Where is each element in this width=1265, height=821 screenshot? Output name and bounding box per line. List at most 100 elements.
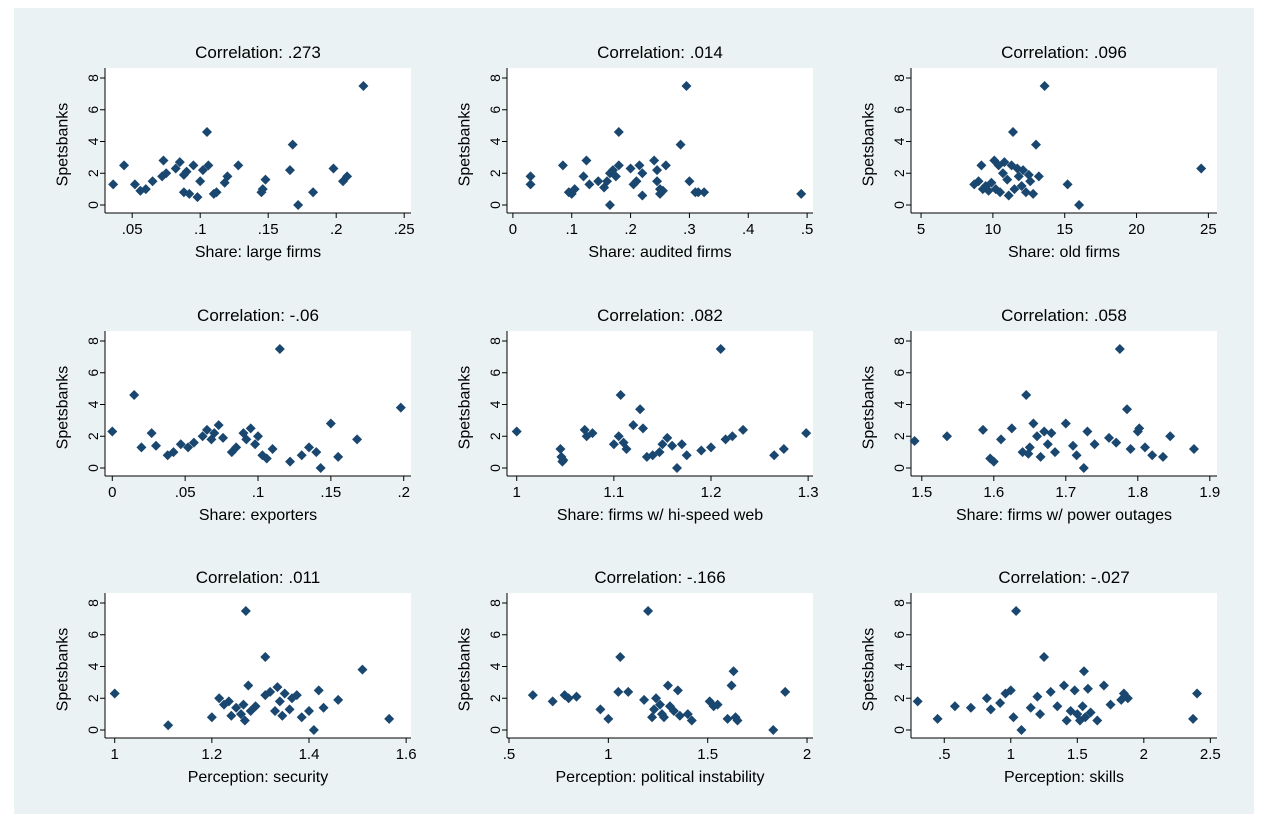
data-point <box>183 442 194 453</box>
x-tick-label: 1.6 <box>396 746 417 763</box>
data-point <box>253 431 263 442</box>
x-tick-label: .05 <box>175 484 196 501</box>
data-point <box>654 447 665 458</box>
data-point <box>270 705 280 716</box>
data-point <box>769 450 780 461</box>
y-axis-label: Spetsbanks <box>457 366 474 450</box>
y-axis-label: Spetsbanks <box>55 366 72 450</box>
data-point <box>357 664 368 675</box>
data-point <box>342 171 353 182</box>
data-point <box>602 176 613 187</box>
data-point <box>658 712 669 723</box>
data-point <box>218 432 229 443</box>
y-axis-label: Spetsbanks <box>55 628 72 712</box>
x-axis-label: Share: old firms <box>1008 244 1120 261</box>
data-point <box>662 432 673 443</box>
data-point <box>1059 680 1069 691</box>
y-tick-label: 4 <box>85 400 101 408</box>
data-point <box>1089 439 1100 450</box>
y-tick-label: 2 <box>487 169 503 177</box>
data-point <box>676 439 687 450</box>
scatter-panel-5: Correlation: .082 0 2 4 6 8 1 1.1 1.2 1.3 Share: f… <box>457 306 819 524</box>
data-point <box>287 139 298 150</box>
y-tick-label: 4 <box>85 662 101 670</box>
x-tick-label: 1.3 <box>798 484 819 501</box>
y-axis-label: Spetsbanks <box>861 628 878 712</box>
y-tick-label: 4 <box>891 400 907 408</box>
x-tick-label: 2 <box>803 746 811 763</box>
data-point <box>1068 440 1078 451</box>
data-point <box>1188 443 1199 454</box>
data-point <box>608 439 619 450</box>
data-point <box>712 699 723 710</box>
y-tick-label: 4 <box>891 662 907 670</box>
data-point <box>662 680 673 691</box>
data-point <box>304 442 314 453</box>
data-point <box>778 443 789 454</box>
data-point <box>637 168 648 179</box>
data-point <box>657 439 668 450</box>
y-tick-label: 2 <box>891 169 907 177</box>
x-axis-label: Share: firms w/ hi-speed web <box>557 507 763 524</box>
y-axis-label: Spetsbanks <box>861 103 878 187</box>
data-point <box>1078 666 1089 677</box>
data-point <box>1140 442 1150 453</box>
data-point <box>525 171 536 182</box>
y-tick-label: 4 <box>85 137 101 145</box>
data-point <box>581 155 592 166</box>
data-point <box>1020 187 1031 198</box>
x-tick-label: .1 <box>565 221 578 238</box>
data-point <box>631 176 642 187</box>
data-point <box>174 157 185 168</box>
data-point <box>109 688 120 699</box>
data-point <box>682 709 693 720</box>
panel-title: Correlation: .082 <box>597 306 723 325</box>
data-point <box>983 185 994 196</box>
data-point <box>996 434 1006 445</box>
data-point <box>728 666 739 677</box>
data-point <box>1046 428 1057 439</box>
data-point <box>384 713 395 724</box>
data-point <box>1134 423 1145 434</box>
data-point <box>304 705 314 716</box>
data-point <box>638 423 648 434</box>
y-tick-label: 2 <box>85 694 101 702</box>
data-point <box>119 160 130 171</box>
data-point <box>333 451 344 462</box>
data-point <box>693 187 704 198</box>
data-point <box>163 720 174 731</box>
x-tick-label: .15 <box>320 484 341 501</box>
data-point <box>260 174 271 185</box>
data-point <box>1030 139 1041 150</box>
data-point <box>686 715 697 726</box>
data-point <box>129 179 140 190</box>
data-point <box>238 699 249 710</box>
data-point <box>151 440 161 451</box>
chart-figure: Correlation: .273 0 2 4 6 8.05.1.15.2.25 Share… <box>14 8 1254 814</box>
data-point <box>985 704 996 715</box>
data-point <box>158 155 169 166</box>
x-tick-label: 0 <box>108 484 116 501</box>
data-point <box>1098 680 1109 691</box>
data-point <box>203 160 214 171</box>
data-point <box>1111 437 1122 448</box>
y-axis-label: Spetsbanks <box>457 628 474 712</box>
x-tick-label: .4 <box>742 221 755 238</box>
data-point <box>1082 426 1093 437</box>
data-point <box>965 702 976 713</box>
data-point <box>604 200 615 210</box>
data-point <box>291 690 302 701</box>
data-point <box>672 685 683 696</box>
data-point <box>1045 686 1056 697</box>
y-tick-label: 6 <box>487 106 503 114</box>
data-point <box>909 436 920 447</box>
data-point <box>1039 426 1050 437</box>
data-point <box>315 463 326 473</box>
data-point <box>613 431 624 442</box>
data-point <box>1061 715 1072 726</box>
scatter-panel-9: Correlation: -.027 0 2 4 6 8 .5 1 1.5 2 2.5 Percept… <box>861 568 1221 786</box>
data-point <box>328 163 339 174</box>
data-point <box>796 188 807 199</box>
data-point <box>214 693 225 704</box>
data-point <box>261 453 272 464</box>
